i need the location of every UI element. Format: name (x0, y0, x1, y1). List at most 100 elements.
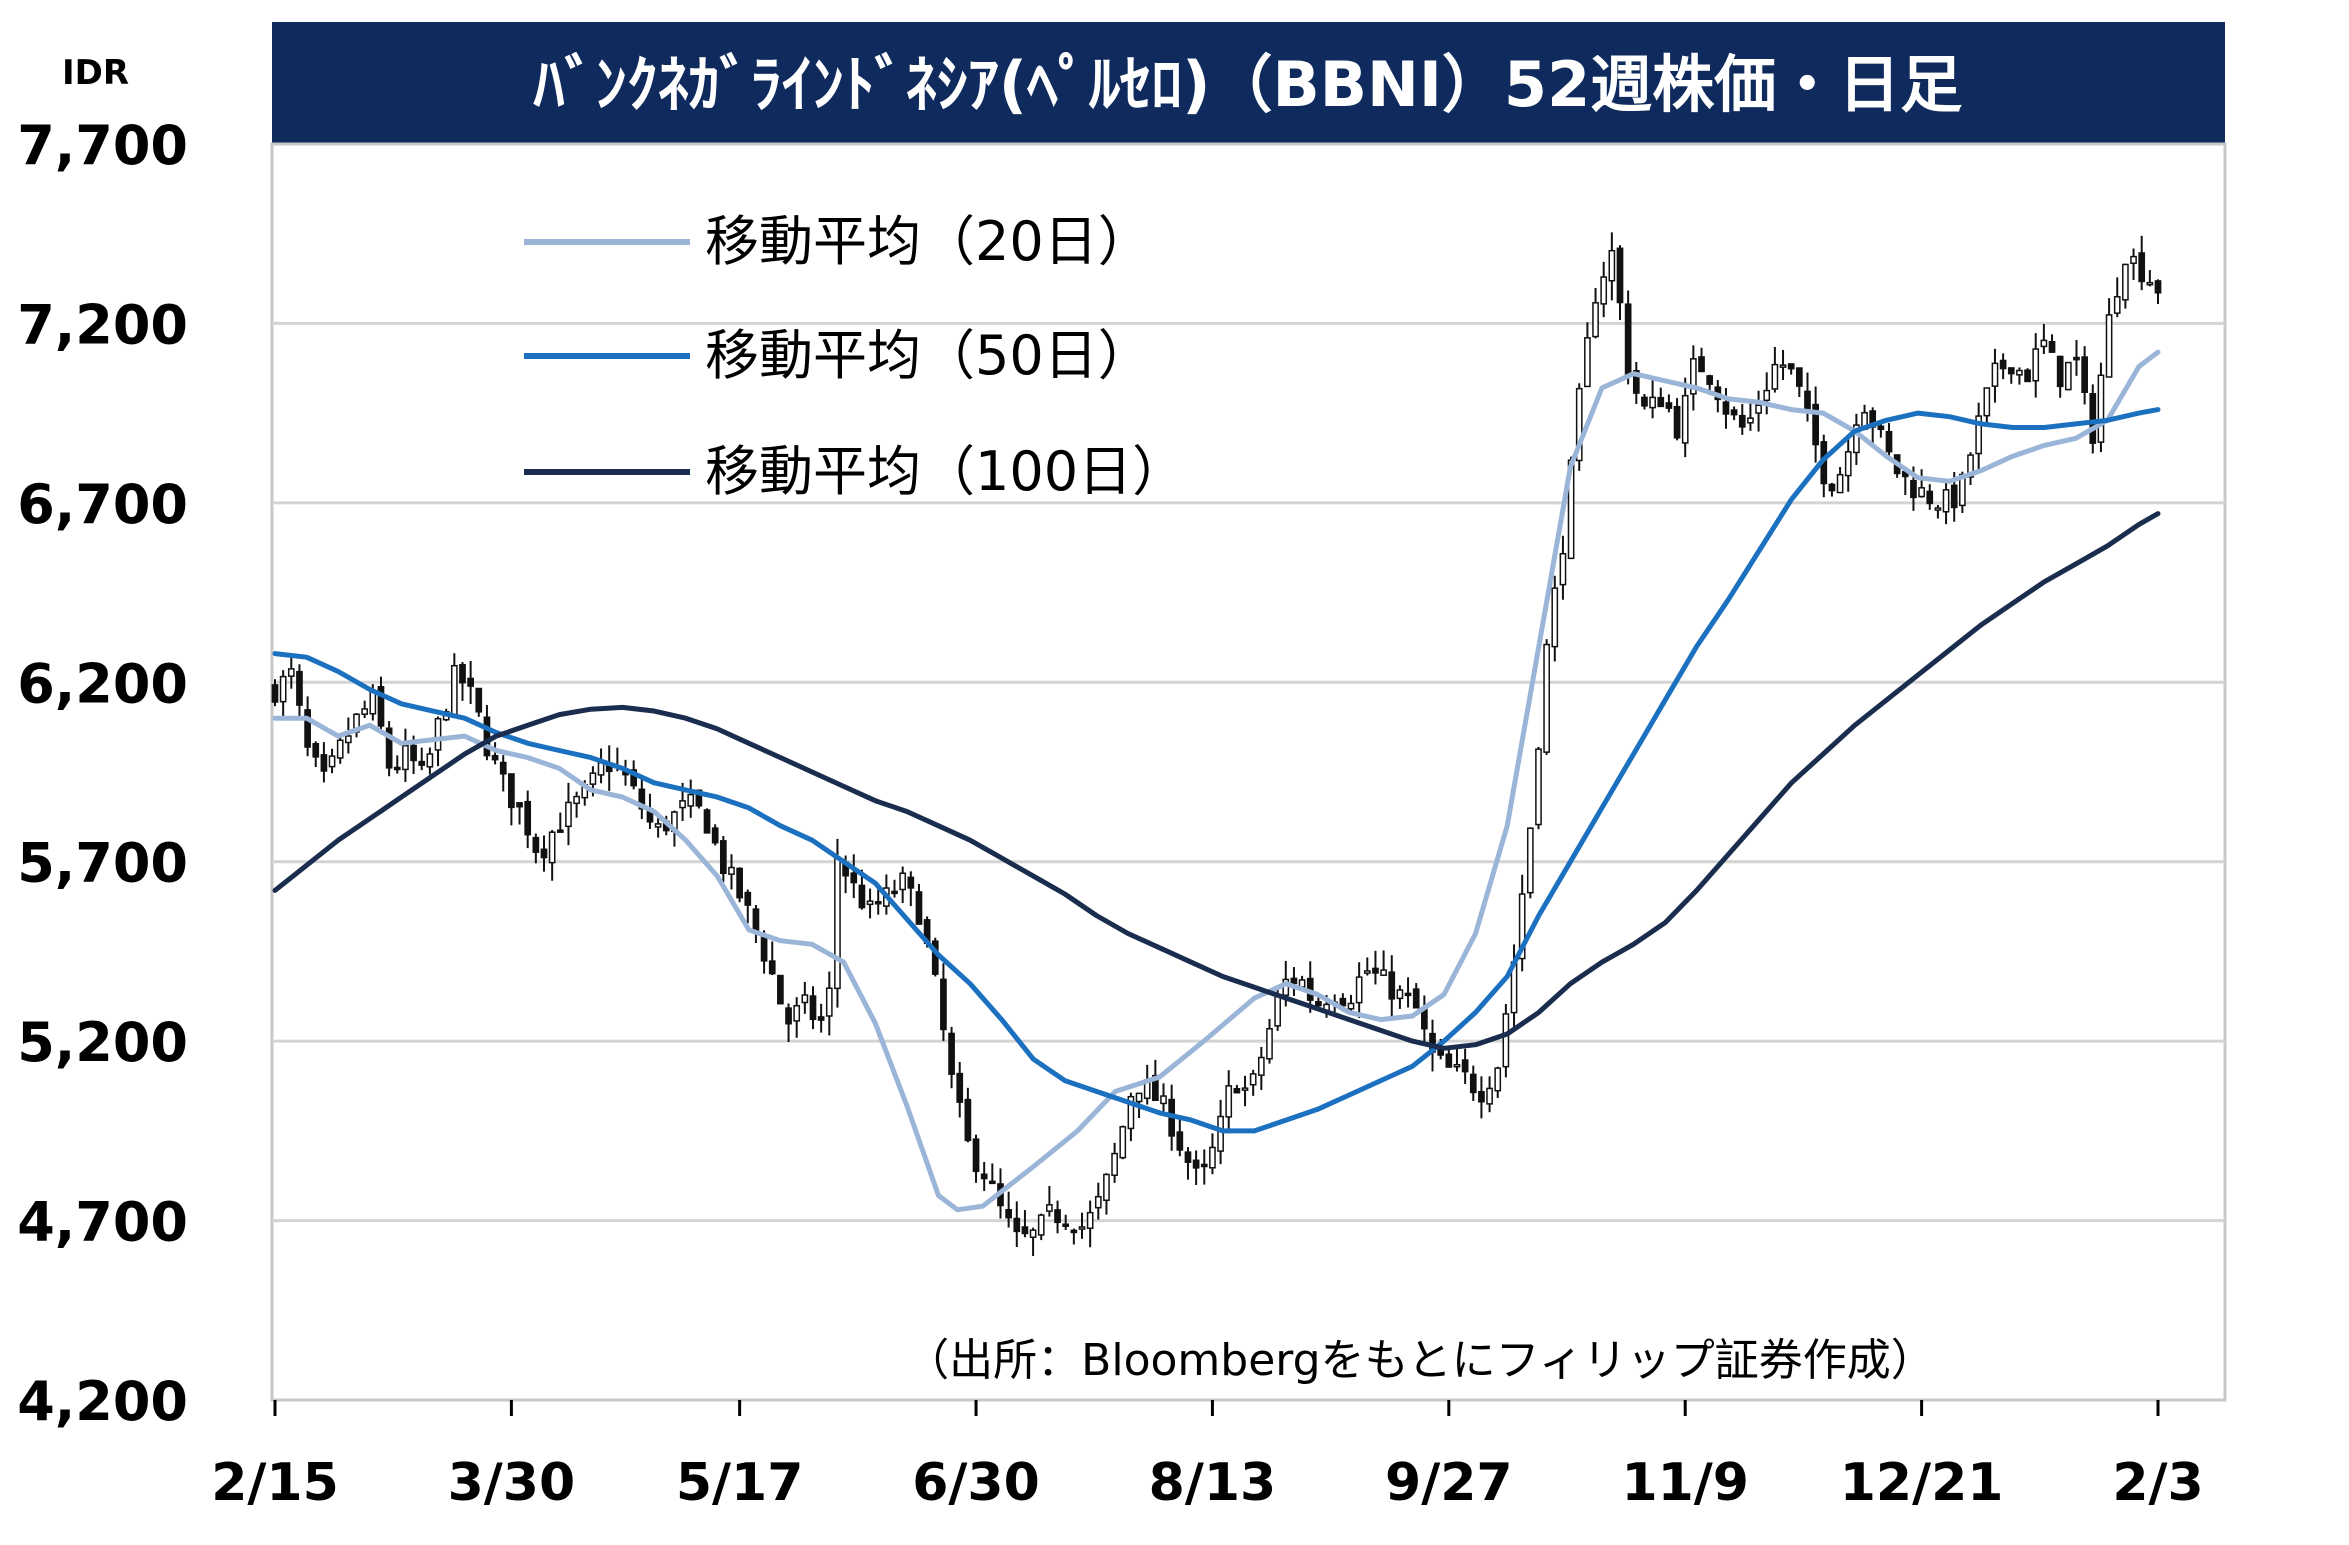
candle-body (1942, 489, 1950, 513)
candle-body (866, 900, 874, 906)
candle-body (1795, 367, 1803, 387)
legend-label-ma50: 移動平均（50日） (705, 324, 1152, 387)
candlesticks (271, 232, 2162, 1256)
candle-body (687, 793, 695, 807)
x-tick-label: 9/27 (1385, 1453, 1513, 1513)
candle-body (1062, 1223, 1070, 1227)
x-tick-label: 2/3 (2112, 1453, 2203, 1513)
candle-body (793, 1004, 801, 1022)
candle-body (630, 769, 638, 787)
candle-body (1983, 387, 1991, 417)
candle-body (1037, 1214, 1045, 1236)
candle-body (1551, 587, 1559, 648)
candle-body (728, 866, 735, 875)
candle-body (1600, 276, 1608, 305)
candle-body (1706, 375, 1714, 385)
candle-body (1518, 893, 1526, 960)
candle-body (1103, 1173, 1110, 1202)
y-tick-label: 7,200 (17, 293, 188, 356)
candle-body (1787, 363, 1795, 370)
candle-body (287, 668, 295, 677)
candle-body (1494, 1067, 1502, 1092)
candle-body (1844, 451, 1852, 477)
candle-body (1934, 507, 1942, 511)
candle-body (1119, 1126, 1127, 1159)
candle-body (1812, 403, 1819, 446)
candle-body (1649, 396, 1656, 409)
candle-body (296, 670, 303, 706)
candle-body (834, 857, 841, 990)
candle-body (1005, 1209, 1012, 1219)
candle-body (777, 974, 784, 1005)
candle-body (1624, 303, 1632, 377)
candle-body (1241, 1087, 1249, 1091)
legend-label-ma20: 移動平均（20日） (705, 210, 1152, 273)
candle-body (1274, 995, 1281, 1027)
candle-body (1698, 356, 1705, 373)
candle-body (736, 867, 743, 899)
candle-body (2007, 367, 2015, 375)
candle-body (1535, 748, 1542, 826)
y-tick-label: 6,200 (17, 652, 188, 715)
candle-body (825, 987, 833, 1017)
candle-body (972, 1138, 980, 1173)
candle-body (532, 836, 540, 853)
candle-body (768, 960, 776, 975)
x-tick-label: 2/15 (211, 1453, 339, 1513)
candle-body (1771, 363, 1779, 390)
candle-body (1225, 1085, 1233, 1118)
candle-body (1950, 484, 1958, 509)
candle-body (565, 801, 572, 828)
candle-body (491, 754, 499, 761)
candle-body (1372, 967, 1379, 974)
candle-body (899, 872, 907, 891)
candle-body (540, 848, 548, 859)
candle-body (279, 675, 287, 703)
candle-body (426, 753, 434, 768)
candle-body (1616, 247, 1624, 304)
candle-body (2138, 252, 2146, 283)
source-note: （出所：Bloombergをもとにフィリップ証券作成） (905, 1335, 1935, 1386)
y-tick-label: 6,700 (17, 473, 188, 536)
candle-body (752, 908, 760, 932)
x-tick-label: 6/30 (912, 1453, 1040, 1513)
candle-body (1486, 1087, 1493, 1105)
candle-body (1054, 1209, 1061, 1224)
candle-body (858, 884, 866, 909)
candle-body (1445, 1053, 1453, 1068)
candle-body (711, 827, 719, 844)
candle-body (304, 709, 311, 748)
candle-body (1176, 1131, 1184, 1151)
candle-body (1070, 1229, 1078, 1234)
candle-body (1355, 976, 1363, 1004)
candle-body (719, 840, 727, 875)
candle-body (1690, 358, 1697, 395)
gridlines (272, 321, 2225, 1223)
candle-body (809, 995, 817, 1021)
y-tick-label: 7,700 (17, 114, 188, 177)
candle-body (2016, 369, 2023, 376)
candle-body (907, 876, 915, 889)
candle-body (1910, 479, 1917, 499)
candle-body (573, 795, 580, 805)
candle-body (377, 686, 385, 727)
candle-body (2024, 369, 2031, 383)
candle-body (1111, 1152, 1118, 1176)
candle-body (1526, 827, 1534, 894)
candle-body (1021, 1226, 1029, 1235)
x-tick-label: 8/13 (1149, 1453, 1277, 1513)
candle-body (459, 663, 466, 684)
candle-body (1478, 1090, 1485, 1103)
candle-body (345, 735, 352, 744)
y-tick-label: 4,700 (17, 1191, 188, 1254)
candle-body (785, 1007, 792, 1025)
candle-body (1584, 337, 1591, 388)
candle-body (817, 1016, 825, 1021)
candle-body (964, 1098, 972, 1142)
candle-body (948, 1032, 955, 1075)
candle-body (2097, 374, 2105, 443)
candle-body (695, 789, 703, 807)
candle-body (597, 762, 605, 776)
candle-body (801, 994, 809, 1004)
series-line-ma100 (272, 511, 2161, 1051)
